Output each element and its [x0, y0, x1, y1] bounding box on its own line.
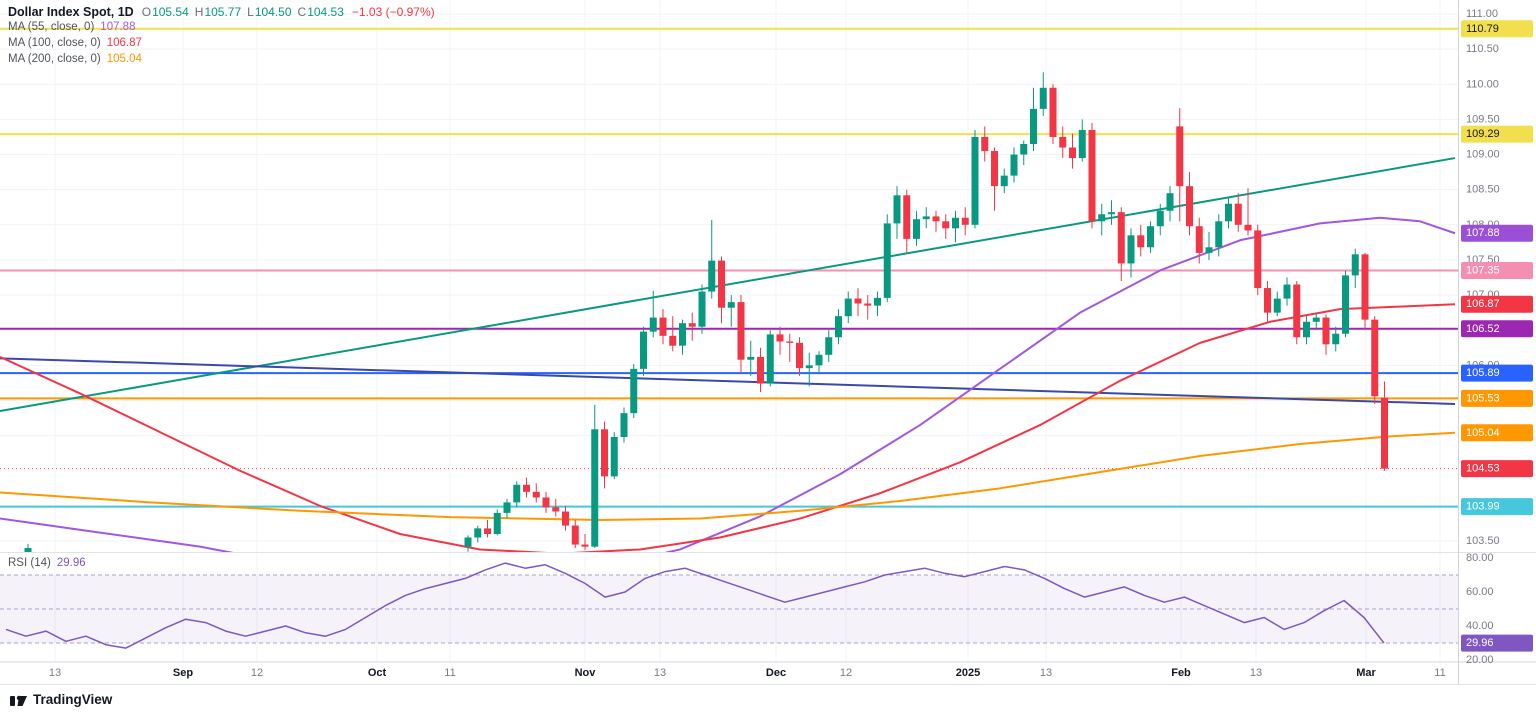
svg-text:106.87: 106.87	[1466, 298, 1500, 310]
indicator-ma55-row[interactable]: MA (55, close, 0) 107.88	[8, 21, 435, 37]
time-tick-label: 11	[1434, 667, 1445, 679]
rsi-tick-label: 40.00	[1466, 620, 1494, 632]
rsi-legend-row[interactable]: RSI (14) 29.96	[8, 557, 86, 569]
svg-text:105.53: 105.53	[1466, 392, 1500, 404]
candles	[24, 72, 1388, 552]
time-tick-label: Dec	[766, 667, 786, 679]
tradingview-brand-text: TradingView	[33, 692, 113, 707]
rsi-tick-label: 80.00	[1466, 552, 1494, 564]
high-value: 105.77	[204, 5, 242, 19]
time-axis[interactable]: 13 Sep 12 Oct 11 Nov 13 Dec 12 2025 13 Feb 13 Mar 11	[49, 667, 1446, 679]
price-badge: 109.29	[1461, 125, 1533, 143]
price-badge: 106.87	[1461, 295, 1533, 313]
trendline[interactable]	[0, 357, 1456, 405]
ma-line-ma200[interactable]	[0, 431, 1456, 521]
time-tick-label: Mar	[1356, 667, 1376, 679]
rsi-pane[interactable]	[0, 562, 1458, 649]
svg-text:107.35: 107.35	[1466, 264, 1500, 276]
time-tick-label: 2025	[956, 667, 980, 679]
ma200-label: MA (200, close, 0)	[8, 53, 101, 65]
close-label: C	[297, 5, 307, 19]
time-tick-label: Nov	[575, 667, 597, 679]
time-tick-label: Feb	[1171, 667, 1191, 679]
rsi-value: 29.96	[56, 557, 86, 569]
change-value: −1.03 (−0.97%)	[351, 5, 435, 19]
close-value: 104.53	[307, 5, 344, 19]
price-tick-label: 110.00	[1466, 78, 1499, 90]
ma100-label: MA (100, close, 0)	[8, 37, 101, 49]
price-badge: 105.53	[1461, 389, 1533, 407]
rsi-value-badge: 29.96	[1461, 634, 1533, 652]
svg-text:106.52: 106.52	[1466, 323, 1500, 335]
low-label: L	[247, 5, 254, 19]
svg-text:105.89: 105.89	[1466, 367, 1500, 379]
rsi-line[interactable]	[5, 562, 1385, 649]
price-badge: 105.04	[1461, 424, 1533, 442]
low-value: 104.50	[254, 5, 292, 19]
price-tick-label: 111.00	[1466, 8, 1498, 20]
price-tick-label: 103.50	[1466, 535, 1500, 547]
symbol-title[interactable]: Dollar Index Spot, 1D	[8, 5, 134, 19]
price-badge: 106.52	[1461, 320, 1533, 338]
ma200-value: 105.04	[106, 53, 142, 65]
ohlc-close: C 104.53	[298, 5, 344, 19]
open-label: O	[141, 5, 152, 19]
price-badge: 110.79	[1461, 20, 1533, 38]
svg-text:104.53: 104.53	[1466, 463, 1500, 475]
ma-line-ma100[interactable]	[0, 303, 1456, 553]
price-tick-label: 109.00	[1466, 149, 1500, 161]
main-pane[interactable]	[0, 27, 1458, 590]
svg-text:103.99: 103.99	[1466, 501, 1500, 513]
time-tick-label: Oct	[368, 667, 387, 679]
time-tick-label: 12	[840, 667, 852, 679]
open-value: 105.54	[152, 5, 189, 19]
price-tick-label: 109.50	[1466, 113, 1500, 125]
indicator-ma100-row[interactable]: MA (100, close, 0) 106.87	[8, 37, 435, 53]
ohlc-low: L 104.50	[247, 5, 291, 19]
ma55-label: MA (55, close, 0)	[8, 21, 95, 33]
trendline[interactable]	[0, 157, 1456, 413]
rsi-tick-label: 60.00	[1466, 586, 1494, 598]
time-tick-label: 13	[654, 667, 666, 679]
time-tick-label: 13	[1250, 667, 1262, 679]
price-badge: 103.99	[1461, 498, 1533, 516]
rsi-tick-label: 20.00	[1466, 654, 1494, 666]
svg-text:109.29: 109.29	[1466, 128, 1500, 140]
time-tick-label: 13	[49, 667, 61, 679]
ma100-value: 106.87	[106, 37, 142, 49]
price-badge: 105.89	[1461, 364, 1533, 382]
ohlc-open: O 105.54	[142, 5, 189, 19]
price-axis[interactable]: 111.00110.50110.00109.50109.00108.50108.…	[1461, 8, 1533, 547]
high-label: H	[194, 5, 204, 19]
pane-borders	[0, 0, 1536, 685]
svg-text:107.88: 107.88	[1466, 227, 1500, 239]
svg-text:110.79: 110.79	[1466, 23, 1499, 35]
price-badge: 104.53	[1461, 460, 1533, 478]
tradingview-logo[interactable]: TradingView	[10, 692, 112, 707]
price-badge: 107.88	[1461, 224, 1533, 242]
price-tick-label: 110.50	[1466, 43, 1499, 55]
time-tick-label: 13	[1040, 667, 1052, 679]
price-tick-label: 108.50	[1466, 184, 1500, 196]
footer-bar: TradingView	[0, 685, 1536, 718]
svg-text:29.96: 29.96	[1466, 637, 1494, 649]
rsi-axis[interactable]: 80.00 60.00 40.00 20.00 29.96	[1461, 552, 1533, 666]
svg-text:105.04: 105.04	[1466, 427, 1500, 439]
time-tick-label: 11	[444, 667, 455, 679]
time-tick-label: Sep	[173, 667, 193, 679]
ohlc-high: H 105.77	[195, 5, 241, 19]
ma55-value: 107.88	[100, 21, 136, 33]
price-badge: 107.35	[1461, 261, 1533, 279]
tradingview-logo-icon	[10, 695, 27, 706]
time-tick-label: 12	[251, 667, 263, 679]
rsi-label: RSI (14)	[8, 557, 51, 569]
ma-line-ma55[interactable]	[0, 216, 1456, 580]
indicator-ma200-row[interactable]: MA (200, close, 0) 105.04	[8, 53, 435, 69]
